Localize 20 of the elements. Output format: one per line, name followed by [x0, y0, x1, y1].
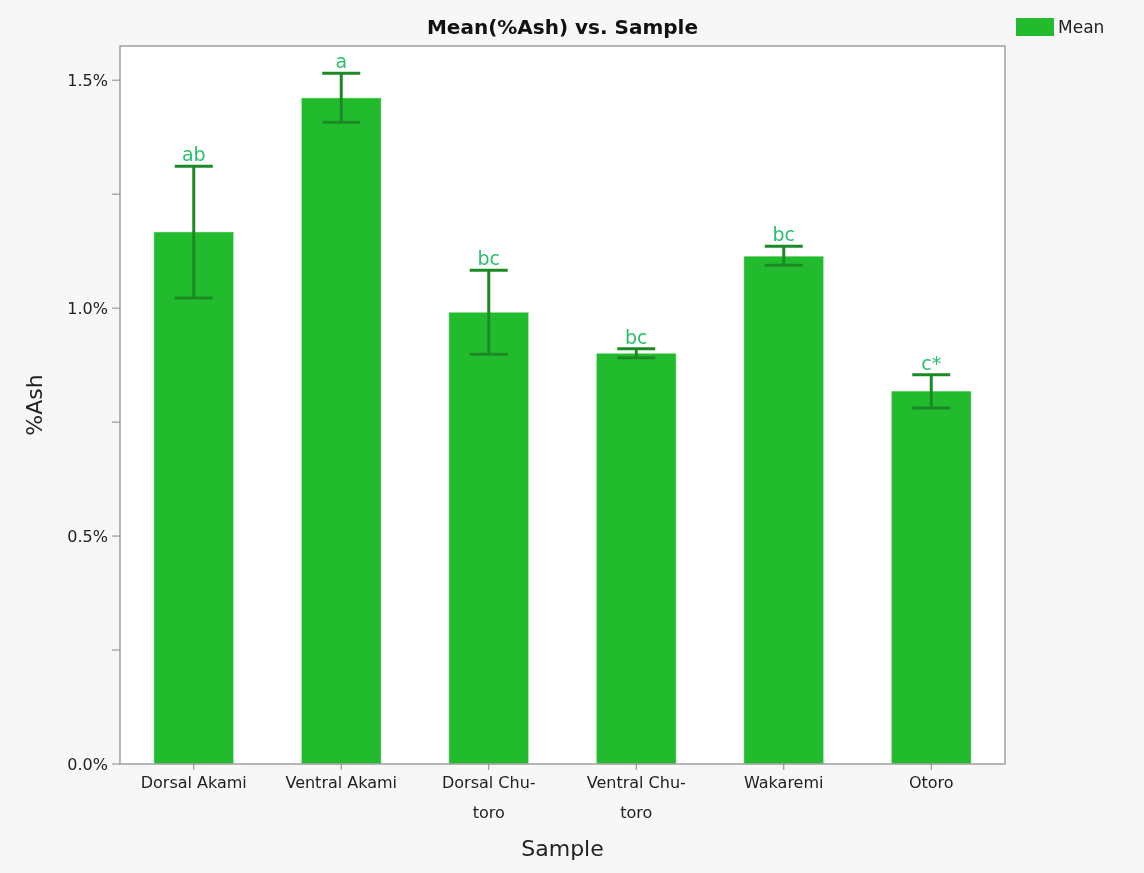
x-tick-label: Wakaremi — [744, 773, 824, 792]
annotation: bc — [772, 223, 796, 246]
annotation: c* — [921, 351, 942, 374]
x-tick-label: Otoro — [908, 773, 954, 792]
x-tick-label: Ventral Chu-toro — [586, 773, 686, 822]
y-tick-label: 1.0% — [67, 298, 108, 318]
y-tick-label: 0.5% — [67, 526, 108, 546]
x-tick-label: Dorsal Chu-toro — [441, 773, 536, 822]
y-axis-title: %Ash — [22, 374, 47, 436]
x-tick-label: Ventral Akami — [285, 773, 398, 792]
legend-label: Mean — [1058, 16, 1105, 37]
annotation: ab — [181, 143, 206, 166]
chart-title: Mean(%Ash) vs. Sample — [426, 15, 699, 39]
x-axis-title: Sample — [521, 836, 604, 861]
annotation: a — [335, 50, 348, 73]
annotation: bc — [477, 247, 501, 270]
y-tick-label: 1.5% — [67, 70, 108, 90]
x-tick-label: Dorsal Akami — [140, 773, 247, 792]
y-tick-label: 0.0% — [67, 754, 108, 774]
annotation: bc — [624, 325, 648, 348]
